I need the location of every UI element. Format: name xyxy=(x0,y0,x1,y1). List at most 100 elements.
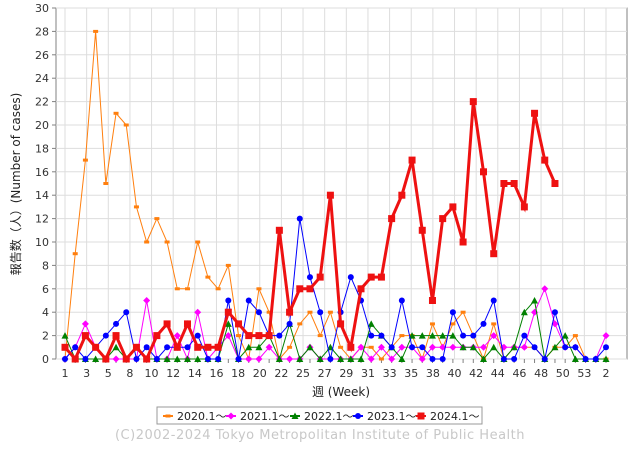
data-point xyxy=(144,240,150,244)
data-point xyxy=(602,355,610,362)
x-tick-label: 38 xyxy=(426,367,440,380)
data-point xyxy=(388,355,396,363)
data-point xyxy=(439,356,446,362)
x-tick-label: 35 xyxy=(404,367,418,380)
data-point xyxy=(419,344,426,351)
data-point xyxy=(429,356,436,362)
series-layer xyxy=(61,29,610,363)
data-point xyxy=(225,263,231,267)
data-point xyxy=(327,310,333,314)
data-point xyxy=(256,287,262,291)
data-point xyxy=(143,355,151,363)
data-point xyxy=(338,345,344,349)
data-point xyxy=(266,310,272,314)
data-point xyxy=(62,356,68,362)
data-point xyxy=(428,343,436,351)
data-point xyxy=(195,240,201,244)
data-point xyxy=(398,343,406,351)
data-point xyxy=(418,332,426,339)
y-tick-label: 16 xyxy=(35,166,49,179)
data-point xyxy=(296,355,304,362)
data-point xyxy=(287,345,293,349)
x-tick-label: 14 xyxy=(188,367,202,380)
data-point xyxy=(409,344,416,351)
data-point xyxy=(306,285,314,293)
data-point xyxy=(582,356,589,362)
data-point xyxy=(520,308,528,316)
x-tick-label: 25 xyxy=(296,367,310,380)
data-point xyxy=(337,320,345,328)
data-point xyxy=(460,310,466,314)
data-point xyxy=(184,287,190,291)
data-point xyxy=(520,203,528,211)
data-point xyxy=(194,308,202,316)
y-axis-title: 報告数（人）(Number of cases) xyxy=(8,93,23,276)
data-point xyxy=(102,355,110,363)
data-point xyxy=(480,168,488,176)
legend-item-label: 2023.1〜 xyxy=(367,410,417,423)
data-point xyxy=(123,309,130,316)
data-point xyxy=(418,226,426,234)
data-point xyxy=(214,343,222,351)
data-point xyxy=(377,273,385,281)
data-point xyxy=(337,355,345,362)
data-point xyxy=(449,343,457,351)
data-point xyxy=(164,240,170,244)
data-point xyxy=(368,332,375,339)
legend-item-label: 2024.1〜 xyxy=(430,410,480,423)
data-point xyxy=(480,343,488,351)
data-point xyxy=(378,332,385,339)
y-tick-label: 26 xyxy=(35,49,49,62)
x-tick-label: 10 xyxy=(145,367,159,380)
x-tick-label: 29 xyxy=(339,367,353,380)
data-point xyxy=(439,332,447,339)
data-point xyxy=(357,343,365,351)
data-point xyxy=(183,320,191,328)
data-point xyxy=(470,332,477,339)
data-point xyxy=(561,332,569,339)
y-tick-label: 22 xyxy=(35,96,49,109)
data-point xyxy=(399,334,405,338)
data-point xyxy=(194,343,202,351)
data-point xyxy=(449,203,457,211)
data-point xyxy=(490,343,498,351)
data-point xyxy=(194,355,202,362)
y-tick-label: 14 xyxy=(35,189,49,202)
data-point xyxy=(388,215,396,223)
x-tick-label: 8 xyxy=(126,367,133,380)
data-point xyxy=(388,344,395,351)
data-point xyxy=(571,355,579,362)
y-tick-label: 30 xyxy=(35,2,49,15)
data-point xyxy=(459,343,467,351)
data-point xyxy=(245,355,253,363)
data-point xyxy=(347,355,355,362)
data-point xyxy=(449,332,457,339)
data-point xyxy=(562,344,569,351)
data-point xyxy=(163,320,171,328)
data-point xyxy=(255,332,263,340)
data-point xyxy=(255,309,262,316)
data-point xyxy=(132,343,140,351)
data-point xyxy=(275,226,283,234)
data-point xyxy=(357,355,365,362)
data-point xyxy=(469,98,477,106)
data-point xyxy=(276,332,283,339)
data-point xyxy=(71,355,79,363)
data-point xyxy=(153,332,161,340)
data-point xyxy=(204,356,211,362)
x-tick-label: 46 xyxy=(512,367,526,380)
x-tick-label: 5 xyxy=(105,367,112,380)
x-tick-label: 48 xyxy=(534,367,548,380)
data-point xyxy=(541,356,548,362)
x-tick-label: 40 xyxy=(448,367,462,380)
data-point xyxy=(480,355,488,362)
data-point xyxy=(428,297,436,304)
data-point xyxy=(306,343,314,351)
data-point xyxy=(122,355,130,363)
data-point xyxy=(173,332,181,340)
data-point xyxy=(215,356,222,362)
data-point xyxy=(408,156,416,164)
data-point xyxy=(347,343,355,351)
data-point xyxy=(480,320,487,327)
